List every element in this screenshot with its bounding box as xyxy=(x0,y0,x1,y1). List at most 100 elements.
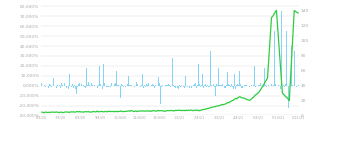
Bar xyxy=(110,83,112,86)
Bar xyxy=(119,86,120,88)
Bar xyxy=(102,86,103,89)
Bar xyxy=(104,83,105,86)
Bar xyxy=(87,85,88,86)
Bar xyxy=(172,58,173,86)
Bar xyxy=(286,31,287,86)
Bar xyxy=(137,84,138,86)
Bar xyxy=(198,64,199,86)
Bar xyxy=(222,84,223,86)
Bar xyxy=(235,86,236,89)
Bar xyxy=(114,84,115,86)
Bar xyxy=(128,84,129,86)
Bar xyxy=(148,83,149,86)
Bar xyxy=(273,85,274,86)
Bar xyxy=(121,84,122,86)
Bar xyxy=(221,85,222,86)
Bar xyxy=(233,86,234,89)
Bar xyxy=(120,86,121,98)
Bar xyxy=(280,86,281,89)
Bar xyxy=(73,86,74,88)
Bar xyxy=(159,83,160,86)
Bar xyxy=(201,85,202,86)
Bar xyxy=(263,86,264,87)
Bar xyxy=(199,84,200,86)
Bar xyxy=(77,86,78,87)
Bar xyxy=(278,85,279,86)
Bar xyxy=(123,86,124,87)
Bar xyxy=(51,86,52,87)
Bar xyxy=(253,85,254,86)
Bar xyxy=(161,86,162,87)
Bar xyxy=(151,85,152,86)
Bar xyxy=(209,51,210,86)
Bar xyxy=(285,84,286,86)
Bar xyxy=(187,86,188,87)
Bar xyxy=(244,85,245,86)
Bar xyxy=(180,86,181,87)
Bar xyxy=(103,64,104,86)
Bar xyxy=(191,86,192,88)
Bar xyxy=(61,83,62,86)
Bar xyxy=(259,85,260,86)
Bar xyxy=(145,86,146,87)
Bar xyxy=(69,74,70,86)
Bar xyxy=(202,74,203,86)
Bar xyxy=(200,86,201,87)
Bar xyxy=(166,85,167,86)
Bar xyxy=(224,86,225,89)
Bar xyxy=(68,86,69,89)
Bar xyxy=(81,85,82,86)
Bar xyxy=(291,46,292,86)
Bar xyxy=(212,84,214,86)
Bar xyxy=(260,83,261,86)
Bar xyxy=(130,85,131,86)
Bar xyxy=(181,85,182,86)
Bar xyxy=(178,86,179,89)
Bar xyxy=(143,86,144,88)
Bar xyxy=(44,85,45,86)
Bar xyxy=(218,68,219,86)
Bar xyxy=(131,85,132,86)
Bar xyxy=(214,86,215,87)
Bar xyxy=(167,85,168,86)
Bar xyxy=(50,85,51,86)
Bar xyxy=(227,72,228,86)
Bar xyxy=(89,85,90,86)
Bar xyxy=(59,85,60,86)
Bar xyxy=(215,86,216,96)
Bar xyxy=(183,86,184,87)
Bar xyxy=(79,83,80,86)
Bar xyxy=(266,86,267,87)
Bar xyxy=(245,85,246,86)
Bar xyxy=(66,86,67,88)
Bar xyxy=(100,84,101,86)
Bar xyxy=(254,66,255,86)
Bar xyxy=(118,85,119,86)
Bar xyxy=(226,85,227,86)
Bar xyxy=(88,82,89,86)
Bar xyxy=(129,76,130,86)
Bar xyxy=(160,86,161,104)
Bar xyxy=(230,85,231,86)
Bar xyxy=(98,85,99,86)
Bar xyxy=(249,86,250,87)
Bar xyxy=(72,84,73,86)
Bar xyxy=(109,86,110,87)
Bar xyxy=(268,85,269,86)
Bar xyxy=(177,86,178,88)
Bar xyxy=(207,85,208,86)
Bar xyxy=(107,86,108,87)
Bar xyxy=(288,86,289,107)
Bar xyxy=(258,85,259,86)
Bar xyxy=(71,86,72,87)
Bar xyxy=(255,86,256,87)
Bar xyxy=(56,86,57,88)
Bar xyxy=(271,84,272,86)
Bar xyxy=(162,85,163,86)
Bar xyxy=(203,86,204,88)
Bar xyxy=(175,86,176,89)
Bar xyxy=(196,86,197,88)
Bar xyxy=(283,85,284,86)
Bar xyxy=(117,85,118,86)
Bar xyxy=(265,85,266,86)
